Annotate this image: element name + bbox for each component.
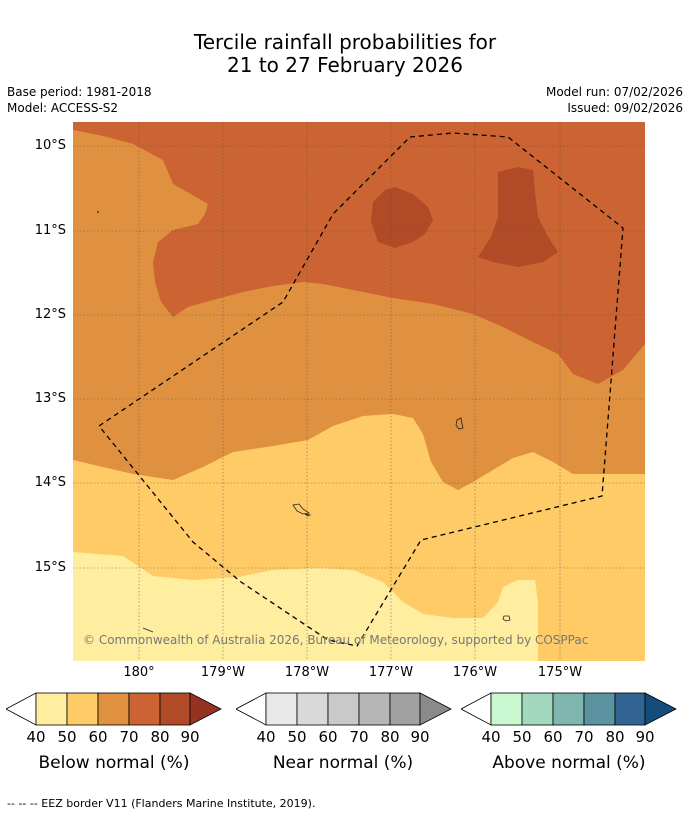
legend-below-40 [35, 692, 68, 726]
zone-80-b [478, 167, 558, 267]
eez-border [98, 132, 624, 647]
lat-label-10s: 10°S [34, 138, 66, 153]
legend-near-tick-50: 50 [287, 728, 307, 746]
legend-below-over [189, 692, 222, 726]
legend-above-60 [552, 692, 585, 726]
legend-above-tick-60: 60 [543, 728, 563, 746]
legend-near-tick-60: 60 [318, 728, 338, 746]
legend-near-40 [265, 692, 298, 726]
eez-footnote: -- -- -- EEZ border V11 (Flanders Marine… [7, 797, 316, 810]
meta-left: Base period: 1981-2018 Model: ACCESS-S2 [7, 84, 152, 116]
legend-near-50 [296, 692, 329, 726]
legend-near-over [419, 692, 452, 726]
legend-below-50 [66, 692, 99, 726]
legend-below-under [6, 692, 37, 726]
lat-label-15s: 15°S [34, 560, 66, 575]
lon-label-179w: 179°W [200, 665, 246, 680]
lat-label-11s: 11°S [34, 223, 66, 238]
legend-below-80 [159, 692, 191, 726]
legend-below-60 [97, 692, 130, 726]
legend-above-over [644, 692, 677, 726]
legend-near-tick-40: 40 [256, 728, 276, 746]
gridlines [73, 122, 645, 661]
zone-80-a [371, 187, 433, 248]
meta-right: Model run: 07/02/2026 Issued: 09/02/2026 [546, 84, 683, 116]
legend-above-title: Above normal (%) [492, 753, 646, 773]
map-title: Tercile rainfall probabilities for 21 to… [0, 31, 690, 77]
legend-near-under [236, 692, 267, 726]
legend-below-tick-90: 90 [180, 728, 200, 746]
island-4 [97, 211, 99, 213]
model-name: Model: ACCESS-S2 [7, 101, 119, 115]
legend-below-tick-40: 40 [26, 728, 46, 746]
island-3 [502, 615, 511, 622]
lon-label-176w: 176°W [452, 665, 498, 680]
legend-near-80 [389, 692, 421, 726]
legend-above-tick-80: 80 [605, 728, 625, 746]
lon-label-175w: 175°W [537, 665, 583, 680]
legend-above-70 [583, 692, 616, 726]
legend-above-tick-90: 90 [635, 728, 655, 746]
lat-label-12s: 12°S [34, 307, 66, 322]
legend-above-tick-40: 40 [481, 728, 501, 746]
legend-below-normal [6, 692, 222, 726]
zone-40 [73, 552, 538, 661]
legend-below-tick-50: 50 [57, 728, 77, 746]
legend-below-tick-70: 70 [119, 728, 139, 746]
copyright-notice: © Commonwealth of Australia 2026, Bureau… [83, 633, 589, 647]
title-line-1: Tercile rainfall probabilities for [193, 30, 497, 54]
base-period: Base period: 1981-2018 [7, 85, 152, 99]
legend-above-tick-70: 70 [574, 728, 594, 746]
lat-label-13s: 13°S [34, 391, 66, 406]
legend-above-tick-50: 50 [512, 728, 532, 746]
lat-label-14s: 14°S [34, 475, 66, 490]
lon-label-178w: 178°W [284, 665, 330, 680]
model-run: Model run: 07/02/2026 [545, 85, 683, 99]
legend-near-60 [327, 692, 360, 726]
island-2 [292, 503, 312, 517]
legend-near-tick-90: 90 [410, 728, 430, 746]
legend-above-normal [461, 692, 677, 726]
probability-map [73, 122, 645, 661]
island-1 [455, 417, 464, 430]
lon-label-177w: 177°W [368, 665, 414, 680]
legend-below-tick-60: 60 [88, 728, 108, 746]
coast-fragment [142, 627, 154, 633]
legend-near-tick-70: 70 [349, 728, 369, 746]
lon-label-180: 180° [123, 665, 155, 680]
issued-date: Issued: 09/02/2026 [567, 101, 683, 115]
legend-near-normal [236, 692, 452, 726]
legend-near-70 [358, 692, 391, 726]
legend-near-title: Near normal (%) [272, 753, 414, 773]
legend-above-40 [490, 692, 523, 726]
legend-below-70 [128, 692, 161, 726]
title-line-2: 21 to 27 February 2026 [227, 53, 463, 77]
legend-near-tick-80: 80 [380, 728, 400, 746]
legend-below-title: Below normal (%) [38, 753, 190, 773]
legend-below-tick-80: 80 [150, 728, 170, 746]
legend-above-under [461, 692, 492, 726]
legend-above-80 [614, 692, 646, 726]
legend-above-50 [521, 692, 554, 726]
